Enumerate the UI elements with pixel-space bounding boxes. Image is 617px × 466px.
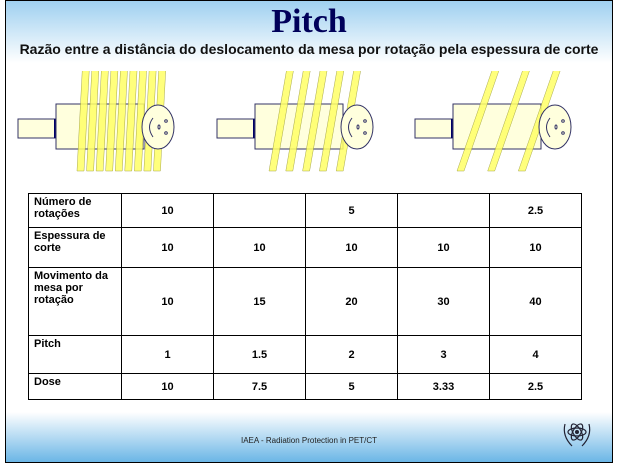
eye (164, 119, 168, 123)
eye (363, 119, 367, 123)
helix-stripe (124, 71, 138, 172)
rod-end (451, 119, 453, 138)
table-cell: 2.5 (489, 193, 582, 228)
eye (561, 119, 565, 123)
nose (157, 124, 161, 130)
row-label: Espessura de corte (28, 227, 122, 268)
helix-stripe (114, 71, 128, 172)
row-label: Dose (28, 373, 122, 400)
slide-title: Pitch (271, 3, 347, 40)
table-cell: 2.5 (489, 373, 582, 400)
table-row: Dose 10 7.5 5 3.33 2.5 (28, 373, 582, 400)
helix-stripe (456, 71, 500, 172)
helix-stripe (76, 71, 90, 172)
mouth (348, 117, 353, 138)
table-cell: 20 (305, 267, 398, 336)
table-cell: 4 (489, 335, 582, 374)
table-cell: 3.33 (397, 373, 490, 400)
table-cell: 7.5 (213, 373, 306, 400)
row-label: Movimento da mesa por rotação (28, 267, 122, 336)
table-cell: 40 (489, 267, 582, 336)
table-cell: 30 (397, 267, 490, 336)
helix-stripe (268, 71, 294, 172)
footer-gradient (6, 412, 612, 462)
table-cell: 2 (305, 335, 398, 374)
table-cell: 3 (397, 335, 490, 374)
nose (356, 124, 360, 130)
table-rod (216, 118, 256, 139)
table-cell: 10 (121, 267, 214, 336)
helix-stripe (134, 71, 147, 172)
table-row: Movimento da mesa por rotação 10 15 20 30 40 (28, 267, 582, 336)
eye (561, 131, 565, 135)
table-cell: 5 (305, 373, 398, 400)
table-cell: 10 (489, 227, 582, 268)
table-row: Espessura de corte 10 10 10 10 10 (28, 227, 582, 268)
table-cell: 5 (305, 193, 398, 228)
rod-end (253, 119, 255, 138)
iaea-logo-icon (563, 423, 591, 447)
helix-stripe (86, 71, 100, 172)
table-cell: 10 (121, 193, 214, 228)
table-rod (17, 118, 57, 139)
helix-stripe (95, 71, 109, 172)
row-label: Pitch (28, 335, 122, 374)
row-label: Número de rotações (28, 193, 122, 228)
mouth (149, 117, 154, 138)
patient-body (452, 103, 542, 150)
helix-stripe (319, 71, 345, 172)
helix-stripe (105, 71, 119, 172)
table-cell: 1.5 (213, 335, 306, 374)
helix-stripe (302, 71, 328, 172)
table-row: Pitch 1 1.5 2 3 4 (28, 335, 582, 374)
table-cell (397, 193, 490, 228)
table-cell: 10 (397, 227, 490, 268)
mouth (546, 117, 551, 138)
table-cell: 1 (121, 335, 214, 374)
nose (554, 124, 558, 130)
pitch-table: Número de rotações 10 5 2.5 Espessura de cor… (28, 193, 582, 400)
slide: Pitch Razão entre a distância do desloca… (5, 0, 613, 463)
footer-text: IAEA - Radiation Protection in PET/CT (240, 436, 378, 445)
rod-end (54, 119, 56, 138)
slide-subtitle: Razão entre a distância do deslocamento … (19, 41, 599, 57)
table-cell (213, 193, 306, 228)
table-cell: 10 (121, 373, 214, 400)
table-cell: 10 (305, 227, 398, 268)
header-gradient (6, 1, 612, 63)
eye (164, 131, 168, 135)
table-row: Número de rotações 10 5 2.5 (28, 193, 582, 228)
pitch-diagrams (17, 71, 572, 172)
table-rod (414, 118, 454, 139)
table-cell: 15 (213, 267, 306, 336)
helix-stripe (487, 71, 530, 172)
eye (363, 131, 367, 135)
table-cell: 10 (121, 227, 214, 268)
helix-stripe (285, 71, 311, 172)
table-cell: 10 (213, 227, 306, 268)
